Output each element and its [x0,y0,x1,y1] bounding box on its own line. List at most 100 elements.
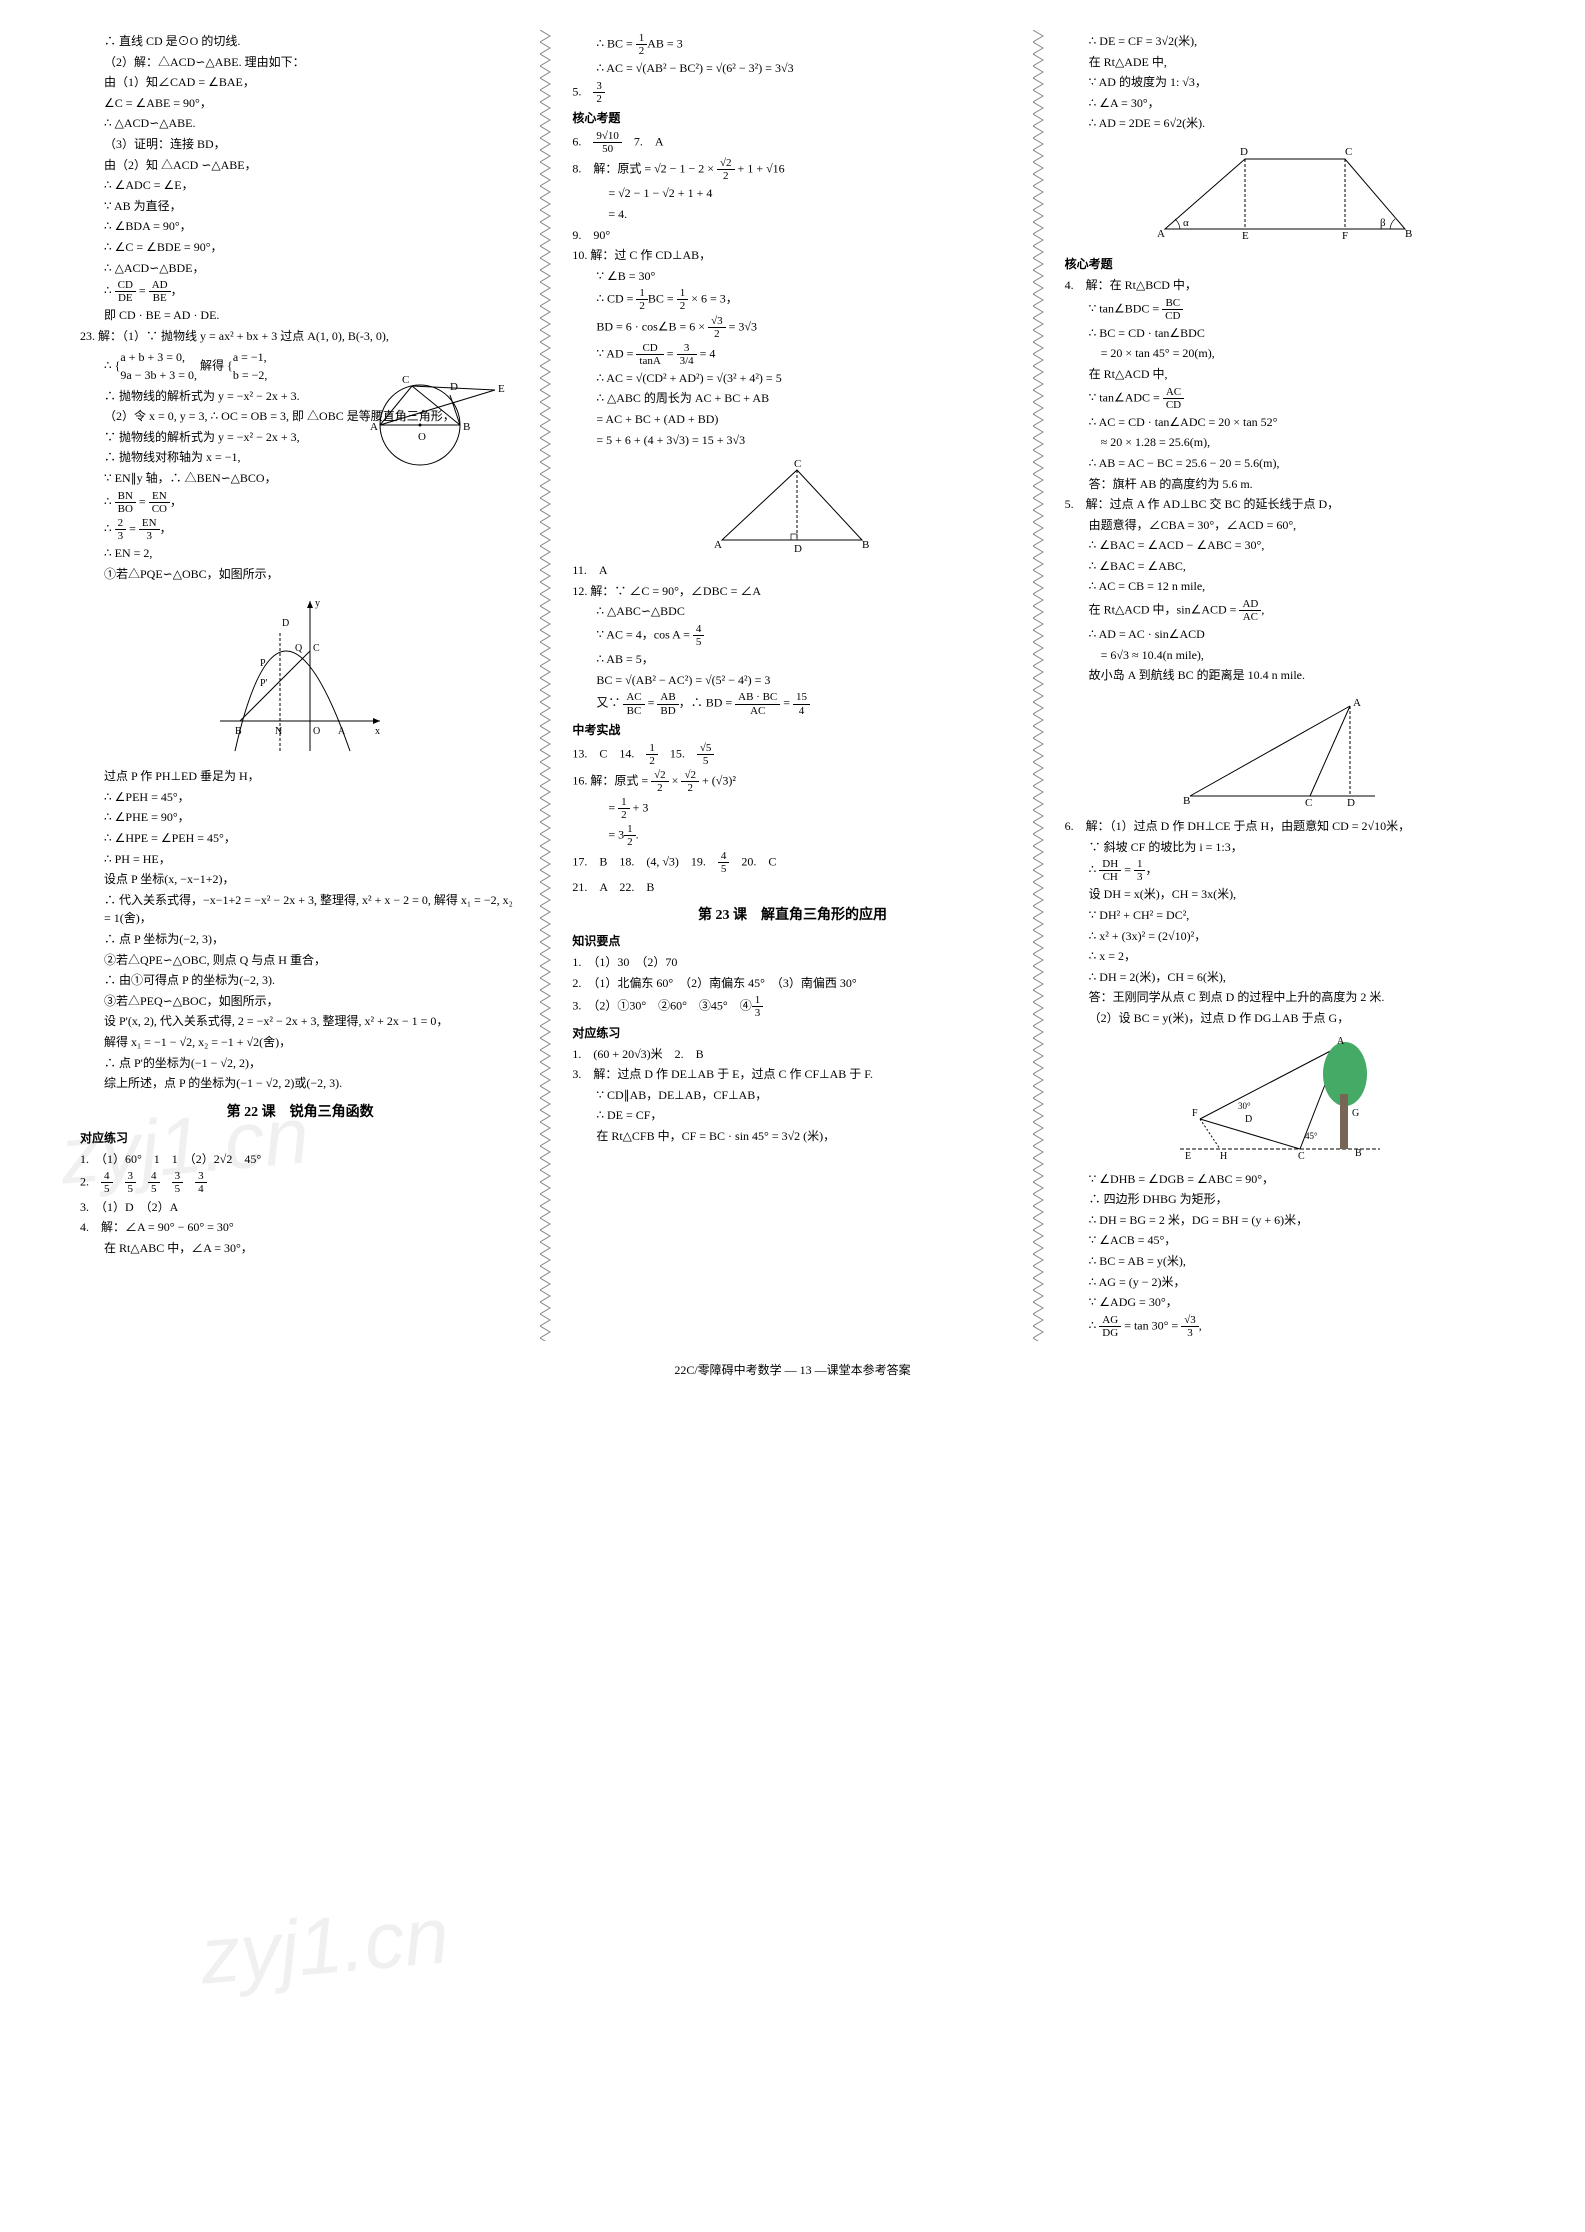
text-line: BC = √(AB² − AC²) = √(5² − 4²) = 3 [572,671,1012,690]
svg-text:45°: 45° [1305,1131,1318,1141]
triangle-diagram: A B C D [702,455,882,555]
text-line: ∴ ∠C = ∠BDE = 90°， [80,238,520,257]
text-line: ∴ AB = AC − BC = 25.6 − 20 = 5.6(m), [1065,454,1505,473]
text-line: 23. 解：（1）∵ 抛物线 y = ax² + bx + 3 过点 A(1, … [80,327,520,346]
svg-text:P': P' [260,678,268,689]
svg-text:A: A [1353,697,1361,709]
text-line: = 20 × tan 45° = 20(m), [1065,344,1505,363]
text-line: ∵ CD∥AB，DE⊥AB，CF⊥AB， [572,1086,1012,1105]
svg-text:C: C [794,458,801,470]
text-line: ∵ ∠DHB = ∠DGB = ∠ABC = 90°， [1065,1170,1505,1189]
svg-text:A: A [1157,228,1165,240]
nav-triangle-diagram: B C D A [1175,691,1395,811]
svg-text:C: C [313,643,320,654]
text-line: 3. 解：过点 D 作 DE⊥AB 于 E，过点 C 作 CF⊥AB 于 F. [572,1065,1012,1084]
text-line: ∵ AD 的坡度为 1: √3， [1065,73,1505,92]
text-line: ∠C = ∠ABE = 90°， [80,94,520,113]
svg-text:B: B [1355,1148,1362,1159]
text-line: ∴ AC = √(CD² + AD²) = √(3² + 4²) = 5 [572,369,1012,388]
text-line: = 4. [572,205,1012,224]
text-line: ∵ AC = 4，cos A = 45 [572,623,1012,648]
page-footer: 22C/零障碍中考数学 — 13 —课堂本参考答案 [60,1361,1525,1378]
text-line: ①若△PQE∽△OBC，如图所示， [80,565,520,584]
text-line: 1. （1）60° 1 1 （2）2√2 45° [80,1150,520,1169]
text-line: 4. 解：在 Rt△BCD 中， [1065,276,1505,295]
slope-tree-diagram: F A B C H E D G 30° 45° [1170,1034,1400,1164]
text-line: ∵ 斜坡 CF 的坡比为 i = 1:3， [1065,838,1505,857]
text-line: 在 Rt△ACD 中，sin∠ACD = ADAC, [1065,598,1505,623]
svg-text:E: E [1185,1151,1191,1162]
practice-heading: 对应练习 [80,1129,520,1146]
svg-text:C: C [402,374,409,386]
text-line: 故小岛 A 到航线 BC 的距离是 10.4 n mile. [1065,666,1505,685]
column-divider [1033,30,1045,1341]
text-line: 即 CD · BE = AD · DE. [80,306,520,325]
text-line: ∴ ∠PHE = 90°， [80,808,520,827]
svg-text:x: x [375,726,380,737]
text-line: = 6√3 ≈ 10.4(n mile), [1065,646,1505,665]
text-line: ∴ ∠BDA = 90°， [80,217,520,236]
text-line: 16. 解：原式 = √22 × √22 + (√3)² [572,769,1012,794]
text-line: ∴ DHCH = 13， [1065,858,1505,883]
text-line: ∴ AD = 2DE = 6√2(米). [1065,114,1505,133]
text-line: ∴ EN = 2, [80,544,520,563]
text-line: 解得 x₁ = −1 − √2, x₂ = −1 + √2(舍)， [80,1033,520,1052]
text-line: 8. 解：原式 = √2 − 1 − 2 × √22 + 1 + √16 [572,157,1012,182]
svg-text:P: P [260,658,266,669]
text-line: ∵ AD = CDtanA = 33/4 = 4 [572,342,1012,367]
text-line: 10. 解：过 C 作 CD⊥AB， [572,246,1012,265]
text-line: ∴ AG = (y − 2)米， [1065,1273,1505,1292]
text-line: 由（2）知 △ACD ∽△ABE， [80,156,520,175]
knowledge-heading: 知识要点 [572,932,1012,949]
section-22-title: 第 22 课 锐角三角函数 [80,1101,520,1121]
trapezoid-diagram: A B C D E F α β [1145,139,1425,249]
svg-text:C: C [1298,1151,1305,1162]
text-line: ∴ 代入关系式得，−x−1+2 = −x² − 2x + 3, 整理得, x² … [80,891,520,928]
text-line: 在 Rt△ADE 中, [1065,53,1505,72]
text-line: 9. 90° [572,226,1012,245]
text-line: 6. 9√1050 7. A [572,130,1012,155]
text-line: 1. (60 + 20√3)米 2. B [572,1045,1012,1064]
text-line: 11. A [572,561,1012,580]
parabola-diagram: B N O A x y D Q C P P' [210,591,390,761]
text-line: 由（1）知∠CAD = ∠BAE， [80,73,520,92]
text-line: ∴ AC = √(AB² − BC²) = √(6² − 3²) = 3√3 [572,59,1012,78]
text-line: 在 Rt△CFB 中，CF = BC · sin 45° = 3√2 (米)， [572,1127,1012,1146]
text-line: ∴ BC = CD · tan∠BDC [1065,324,1505,343]
text-line: ≈ 20 × 1.28 = 25.6(m), [1065,433,1505,452]
svg-text:B: B [862,539,869,551]
text-line: 由题意得，∠CBA = 30°，∠ACD = 60°, [1065,516,1505,535]
text-line: 6. 解：（1）过点 D 作 DH⊥CE 于点 H，由题意知 CD = 2√10… [1065,817,1505,836]
text-line: ∵ AB 为直径， [80,197,520,216]
svg-text:β: β [1380,217,1386,229]
text-line: ∴ CDDE = ADBE， [80,279,520,304]
text-line: ∴ △ABC∽△BDC [572,602,1012,621]
text-line: 在 Rt△ACD 中, [1065,365,1505,384]
section-23-title: 第 23 课 解直角三角形的应用 [572,904,1012,924]
text-line: ∴ BC = 12AB = 3 [572,32,1012,57]
text-line: 答：旗杆 AB 的高度约为 5.6 m. [1065,475,1505,494]
text-line: ∴ BNBO = ENCO， [80,490,520,515]
text-line: ③若△PEQ∽△BOC，如图所示， [80,992,520,1011]
text-line: 21. A 22. B [572,878,1012,897]
text-line: ∴ ∠BAC = ∠ABC, [1065,557,1505,576]
text-line: ∴ ∠PEH = 45°， [80,788,520,807]
text-line: 设 P'(x, 2), 代入关系式得, 2 = −x² − 2x + 3, 整理… [80,1012,520,1031]
text-line: 又∵ ACBC = ABBD，∴ BD = AB · BCAC = 154 [572,691,1012,716]
text-line: 综上所述，点 P 的坐标为(−1 − √2, 2)或(−2, 3). [80,1074,520,1093]
practice2-heading: 对应练习 [572,1024,1012,1041]
svg-text:B: B [1183,795,1190,807]
text-line: 12. 解：∵ ∠C = 90°，∠DBC = ∠A [572,582,1012,601]
column-2: ∴ BC = 12AB = 3 ∴ AC = √(AB² − BC²) = √(6… [552,30,1032,1341]
core-heading-3: 核心考题 [1065,255,1505,272]
text-line: ∴ 四边形 DHBG 为矩形， [1065,1190,1505,1209]
text-line: （2）令 x = 0, y = 3, ∴ OC = OB = 3, 即 △OBC… [80,407,520,426]
text-line: ∴ △ACD∽△ABE. [80,114,520,133]
text-line: （2）解：△ACD∽△ABE. 理由如下： [80,53,520,72]
text-line: ∴ 23 = EN3， [80,517,520,542]
text-line: ∵ ∠ACB = 45°， [1065,1231,1505,1250]
text-line: ∴ 直线 CD 是⊙O 的切线. [80,32,520,51]
svg-text:B: B [463,421,470,433]
text-line: ∴ AGDG = tan 30° = √33, [1065,1314,1505,1339]
svg-text:O: O [418,431,426,443]
